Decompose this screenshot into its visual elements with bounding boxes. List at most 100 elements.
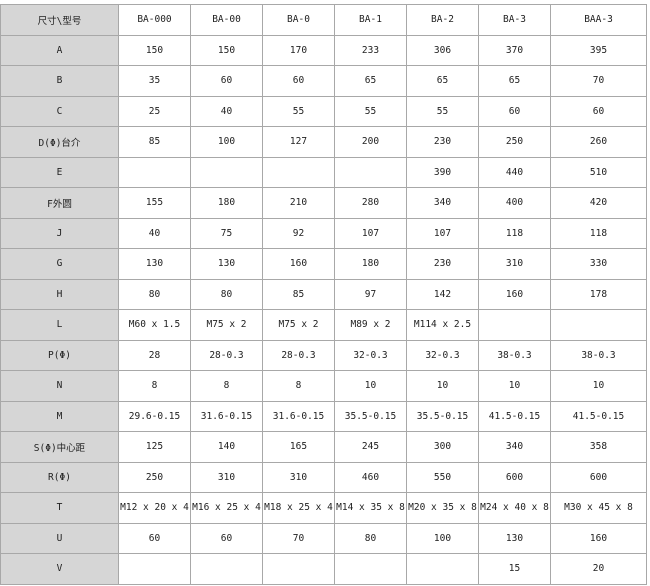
row-header-cell: H bbox=[0, 278, 119, 310]
table-cell: 41.5-0.15 bbox=[550, 400, 647, 432]
table-row: U 60 60 70 80 100 130 160 bbox=[0, 522, 647, 554]
column-header-cell: BA-2 bbox=[406, 4, 479, 36]
table-cell: 160 bbox=[550, 522, 647, 554]
table-cell: 35 bbox=[118, 65, 191, 97]
table-cell: M18 x 25 x 4 bbox=[262, 492, 335, 524]
table-cell: 65 bbox=[478, 65, 551, 97]
table-cell: 60 bbox=[262, 65, 335, 97]
table-cell: 8 bbox=[118, 370, 191, 402]
table-cell: 150 bbox=[118, 34, 191, 66]
table-cell: 330 bbox=[550, 248, 647, 280]
table-cell: 280 bbox=[334, 187, 407, 219]
table-cell bbox=[118, 553, 191, 585]
row-header-cell: R(Φ) bbox=[0, 461, 119, 493]
table-cell bbox=[262, 553, 335, 585]
table-cell: 60 bbox=[118, 522, 191, 554]
table-cell: 130 bbox=[118, 248, 191, 280]
table-cell: 600 bbox=[550, 461, 647, 493]
table-cell: 127 bbox=[262, 126, 335, 158]
table-cell: 130 bbox=[478, 522, 551, 554]
table-cell: 510 bbox=[550, 156, 647, 188]
table-cell: 38-0.3 bbox=[478, 339, 551, 371]
table-cell: 31.6-0.15 bbox=[190, 400, 263, 432]
table-cell: M75 x 2 bbox=[262, 309, 335, 341]
corner-header-cell: 尺寸\型号 bbox=[0, 4, 119, 36]
table-cell: 40 bbox=[118, 217, 191, 249]
row-header-cell: G bbox=[0, 248, 119, 280]
table-cell: M24 x 40 x 8 bbox=[478, 492, 551, 524]
table-cell: 55 bbox=[262, 95, 335, 127]
table-cell: 92 bbox=[262, 217, 335, 249]
table-cell: 40 bbox=[190, 95, 263, 127]
table-cell: 118 bbox=[478, 217, 551, 249]
table-cell: 178 bbox=[550, 278, 647, 310]
table-cell: 32-0.3 bbox=[406, 339, 479, 371]
table-cell: 65 bbox=[406, 65, 479, 97]
table-cell: 200 bbox=[334, 126, 407, 158]
table-cell: 100 bbox=[190, 126, 263, 158]
table-cell: 97 bbox=[334, 278, 407, 310]
table-cell: 29.6-0.15 bbox=[118, 400, 191, 432]
table-cell: 165 bbox=[262, 431, 335, 463]
row-header-cell: M bbox=[0, 400, 119, 432]
table-cell: 180 bbox=[190, 187, 263, 219]
row-header-cell: A bbox=[0, 34, 119, 66]
table-cell: M14 x 35 x 8 bbox=[334, 492, 407, 524]
table-cell: 28-0.3 bbox=[262, 339, 335, 371]
table-cell: 60 bbox=[550, 95, 647, 127]
table-cell bbox=[262, 156, 335, 188]
table-cell: 20 bbox=[550, 553, 647, 585]
table-cell: 140 bbox=[190, 431, 263, 463]
table-cell: 150 bbox=[190, 34, 263, 66]
table-cell: 440 bbox=[478, 156, 551, 188]
table-cell: 142 bbox=[406, 278, 479, 310]
table-cell: 107 bbox=[406, 217, 479, 249]
table-cell: 8 bbox=[190, 370, 263, 402]
row-header-cell: E bbox=[0, 156, 119, 188]
row-header-cell: C bbox=[0, 95, 119, 127]
table-cell: 80 bbox=[334, 522, 407, 554]
table-cell: 10 bbox=[478, 370, 551, 402]
table-cell bbox=[478, 309, 551, 341]
table-row: G 130 130 160 180 230 310 330 bbox=[0, 248, 647, 280]
table-cell: 125 bbox=[118, 431, 191, 463]
table-cell: 60 bbox=[478, 95, 551, 127]
table-cell: M12 x 20 x 4 bbox=[118, 492, 191, 524]
table-cell: M60 x 1.5 bbox=[118, 309, 191, 341]
table-cell bbox=[190, 156, 263, 188]
table-cell: 15 bbox=[478, 553, 551, 585]
table-cell: 170 bbox=[262, 34, 335, 66]
table-cell: 340 bbox=[406, 187, 479, 219]
row-header-cell: B bbox=[0, 65, 119, 97]
table-cell bbox=[334, 553, 407, 585]
table-cell: 55 bbox=[406, 95, 479, 127]
table-cell: 85 bbox=[262, 278, 335, 310]
table-row: P(Φ) 28 28-0.3 28-0.3 32-0.3 32-0.3 38-0.3 38-0… bbox=[0, 339, 647, 371]
table-cell: 65 bbox=[334, 65, 407, 97]
row-header-cell: N bbox=[0, 370, 119, 402]
table-cell: 41.5-0.15 bbox=[478, 400, 551, 432]
table-cell: 75 bbox=[190, 217, 263, 249]
table-cell: 35.5-0.15 bbox=[406, 400, 479, 432]
table-cell: 38-0.3 bbox=[550, 339, 647, 371]
table-cell: 32-0.3 bbox=[334, 339, 407, 371]
table-cell: 250 bbox=[118, 461, 191, 493]
table-cell: 80 bbox=[190, 278, 263, 310]
table-cell: 130 bbox=[190, 248, 263, 280]
table-cell: 600 bbox=[478, 461, 551, 493]
table-row: E 390 440 510 bbox=[0, 156, 647, 188]
table-cell: 28 bbox=[118, 339, 191, 371]
table-cell: 250 bbox=[478, 126, 551, 158]
table-row: 尺寸\型号 BA-000 BA-00 BA-0 BA-1 BA-2 BA-3 BAA-3 bbox=[0, 4, 647, 36]
table-row: D(Φ)台介 85 100 127 200 230 250 260 bbox=[0, 126, 647, 158]
table-cell: 10 bbox=[550, 370, 647, 402]
row-header-cell: U bbox=[0, 522, 119, 554]
table-cell: M75 x 2 bbox=[190, 309, 263, 341]
table-cell: 8 bbox=[262, 370, 335, 402]
table-cell: 55 bbox=[334, 95, 407, 127]
table-cell bbox=[406, 553, 479, 585]
table-row: T M12 x 20 x 4 M16 x 25 x 4 M18 x 25 x 4 M14… bbox=[0, 492, 647, 524]
table-row: H 80 80 85 97 142 160 178 bbox=[0, 278, 647, 310]
row-header-cell: V bbox=[0, 553, 119, 585]
table-cell: M114 x 2.5 bbox=[406, 309, 479, 341]
